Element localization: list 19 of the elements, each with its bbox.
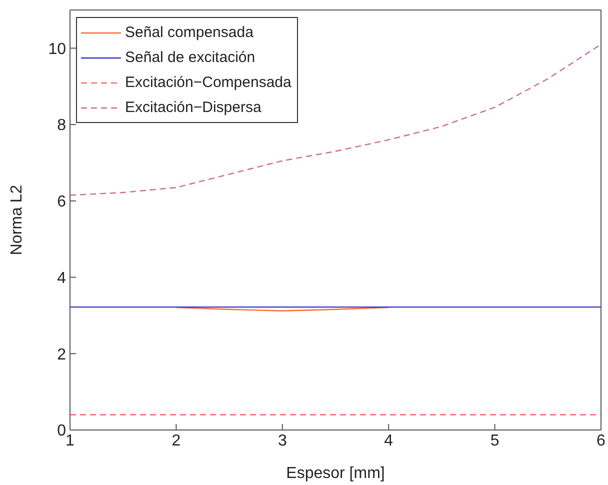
x-tick-label: 4 <box>384 432 394 450</box>
x-axis-title: Espesor [mm] <box>286 465 385 482</box>
y-tick-label: 4 <box>57 270 66 287</box>
y-tick-label: 2 <box>57 346 66 364</box>
y-tick-label: 8 <box>57 117 66 134</box>
x-tick-label: 6 <box>596 432 606 450</box>
y-tick-label: 0 <box>57 422 66 440</box>
line-series <box>70 44 601 196</box>
x-tick-label: 1 <box>66 432 75 450</box>
x-tick-label: 2 <box>172 432 181 450</box>
legend-label: Excitación−Dispersa <box>125 99 262 116</box>
legend-label: Señal compensada <box>125 24 254 41</box>
x-tick-label: 5 <box>490 432 500 450</box>
legend-label: Excitación−Compensada <box>125 74 292 91</box>
y-axis-title: Norma L2 <box>8 184 26 256</box>
legend-label: Señal de excitación <box>125 49 256 66</box>
y-tick-label: 6 <box>57 194 66 211</box>
x-tick-label: 3 <box>278 432 287 450</box>
y-tick-label: 10 <box>48 40 66 58</box>
